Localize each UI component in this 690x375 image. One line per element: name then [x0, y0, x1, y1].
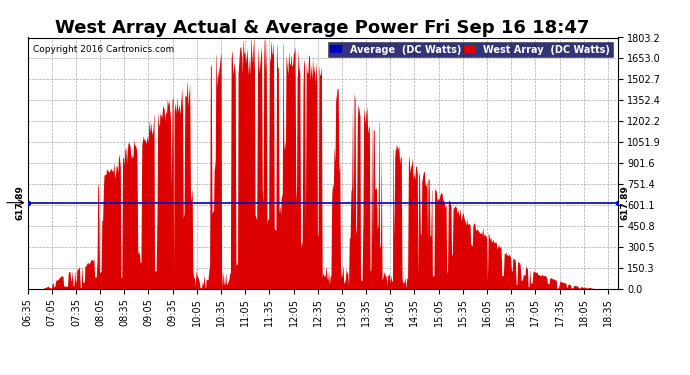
Title: West Array Actual & Average Power Fri Sep 16 18:47: West Array Actual & Average Power Fri Se… — [55, 20, 590, 38]
Text: Copyright 2016 Cartronics.com: Copyright 2016 Cartronics.com — [34, 45, 175, 54]
Legend: Average  (DC Watts), West Array  (DC Watts): Average (DC Watts), West Array (DC Watts… — [328, 42, 613, 57]
Text: 617.89: 617.89 — [620, 185, 629, 220]
Text: 617.89: 617.89 — [16, 185, 25, 220]
